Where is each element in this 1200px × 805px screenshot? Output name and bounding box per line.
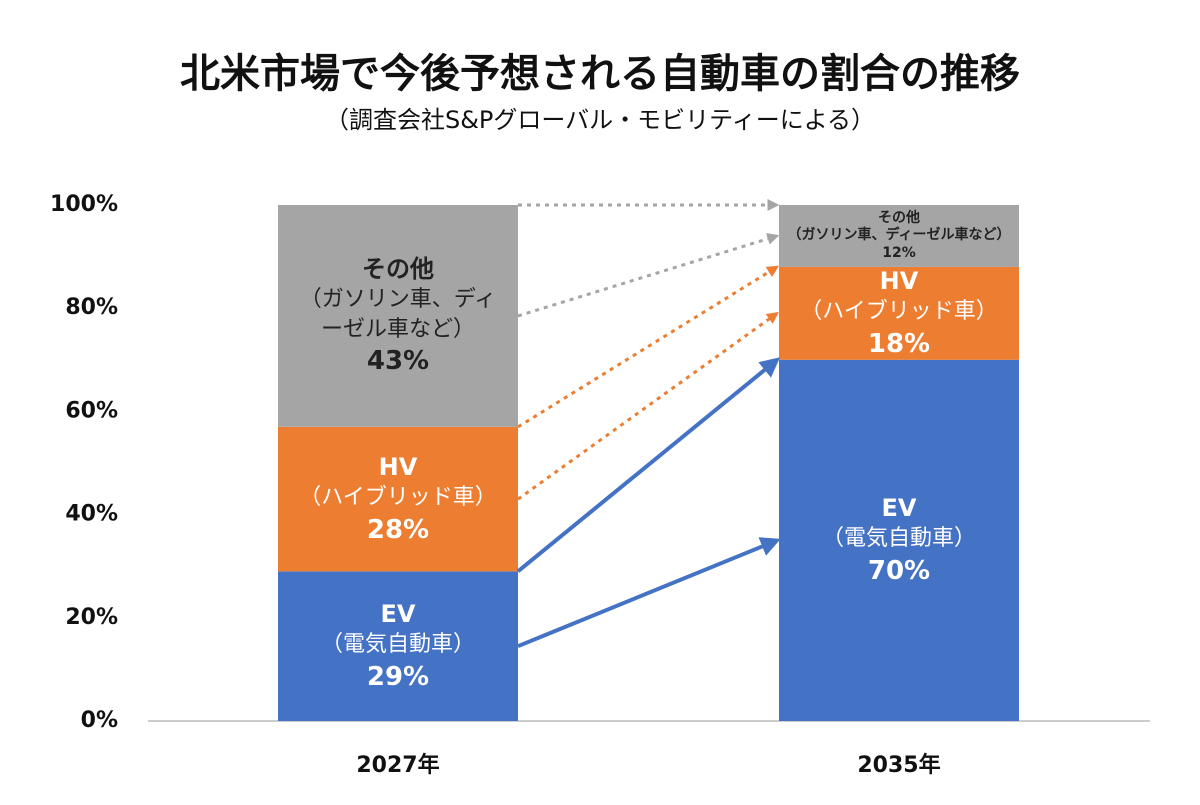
series-name: その他	[878, 209, 920, 226]
chart-title: 北米市場で今後予想される自動車の割合の推移	[180, 51, 1020, 97]
series-note: （ガソリン車、ディーゼル車など）	[299, 286, 497, 342]
value-label: 28%	[366, 514, 430, 545]
segment-label: HV （ハイブリッド車） 28%	[278, 427, 518, 571]
series-name: HV	[879, 266, 919, 295]
bar-segment	[779, 205, 1019, 267]
bar-segment	[779, 359, 1019, 721]
bar-segment	[278, 205, 518, 427]
arrow	[517, 537, 781, 649]
arrow	[517, 233, 780, 318]
bar-segment	[779, 266, 1019, 360]
arrow	[517, 311, 779, 501]
value-label: 70%	[867, 555, 931, 586]
chart-subtitle: （調査会社S&Pグローバル・モビリティーによる）	[325, 106, 875, 134]
series-note: （ハイブリッド車）	[800, 299, 998, 325]
series-name: EV	[380, 599, 416, 628]
segment-label: EV （電気自動車） 70%	[779, 360, 1019, 721]
series-name: EV	[881, 493, 917, 522]
x-tick-label: 2035年	[857, 752, 940, 778]
y-tick-label: 20%	[65, 605, 118, 630]
arrow	[516, 357, 781, 573]
series-note: （電気自動車）	[821, 526, 976, 552]
segment-label: その他 （ガソリン車、ディーゼル車など） 43%	[278, 205, 518, 427]
segment-label: その他 （ガソリン車、ディーゼル車など） 12%	[779, 205, 1019, 267]
value-label: 43%	[366, 346, 430, 377]
segment-label: HV （ハイブリッド車） 18%	[779, 267, 1019, 360]
bar-segment	[278, 426, 518, 572]
value-label: 12%	[882, 244, 916, 261]
x-tick-label: 2027年	[356, 752, 439, 778]
segment-label: EV （電気自動車） 29%	[278, 571, 518, 721]
series-note: （ガソリン車、ディーゼル車など）	[787, 227, 1011, 244]
series-name: HV	[378, 452, 418, 481]
bar-segment	[278, 571, 518, 721]
arrow	[517, 265, 780, 429]
y-tick-label: 60%	[65, 398, 118, 423]
y-tick-label: 40%	[65, 502, 118, 527]
series-note: （ハイブリッド車）	[299, 484, 497, 510]
series-name: その他	[362, 254, 434, 283]
y-tick-label: 100%	[50, 192, 118, 217]
y-tick-label: 0%	[81, 708, 118, 733]
value-label: 29%	[366, 661, 430, 692]
y-tick-label: 80%	[65, 295, 118, 320]
value-label: 18%	[867, 328, 931, 359]
series-note: （電気自動車）	[320, 631, 475, 657]
